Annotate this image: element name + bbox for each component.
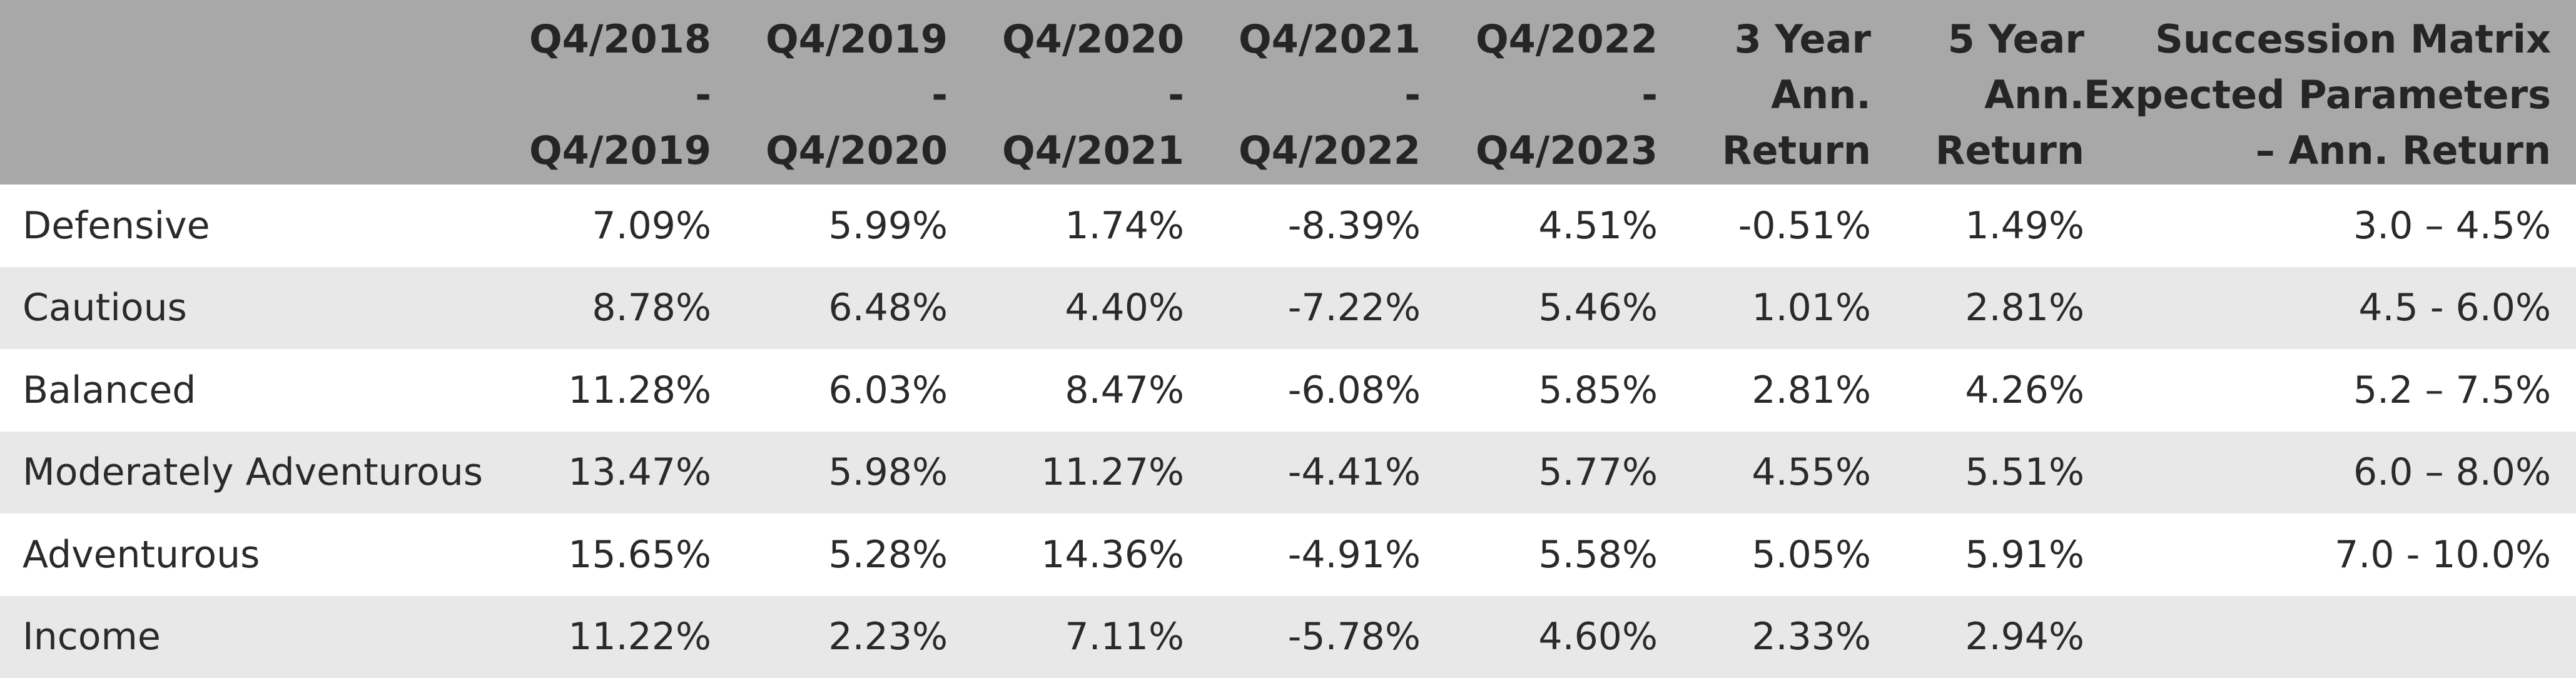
row-background: [0, 349, 2576, 432]
header-text: -: [931, 72, 948, 118]
row-label: Moderately Adventurous: [23, 450, 484, 495]
header-text: 3 Year: [1734, 16, 1871, 62]
header-text: -: [1404, 72, 1421, 118]
cell-value: 5.58%: [1538, 532, 1658, 577]
cell-value: -4.41%: [1287, 450, 1421, 495]
cell-value: 5.05%: [1752, 532, 1871, 577]
header-text: Q4/2021: [1238, 16, 1421, 62]
cell-value: 4.55%: [1752, 450, 1871, 495]
cell-value: 5.2 – 7.5%: [2353, 368, 2551, 412]
header-text: Ann.: [1771, 72, 1871, 118]
cell-value: 5.99%: [828, 203, 948, 248]
row-label: Defensive: [23, 203, 210, 248]
row-background: [0, 266, 2576, 349]
cell-value: 2.33%: [1752, 615, 1871, 659]
header-text: Q4/2019: [765, 16, 948, 62]
cell-value: 11.22%: [568, 615, 711, 659]
cell-value: 5.77%: [1538, 450, 1658, 495]
header-background: [0, 0, 2576, 185]
cell-value: 15.65%: [568, 532, 711, 577]
cell-value: 11.27%: [1041, 450, 1184, 495]
header-text: 5 Year: [1947, 16, 2084, 62]
header-text: Q4/2022: [1475, 16, 1658, 62]
header-text: -: [695, 72, 711, 118]
cell-value: -6.08%: [1287, 368, 1421, 412]
cell-value: 8.78%: [592, 286, 711, 330]
header-text: Q4/2021: [1001, 128, 1184, 173]
row-background: [0, 431, 2576, 514]
cell-value: 2.94%: [1965, 615, 2084, 659]
cell-value: 7.09%: [592, 203, 711, 248]
cell-value: 13.47%: [568, 450, 711, 495]
cell-value: 1.01%: [1752, 286, 1871, 330]
cell-value: 2.81%: [1752, 368, 1871, 412]
cell-value: 7.11%: [1065, 615, 1184, 659]
header-text: Q4/2019: [529, 128, 711, 173]
cell-value: -4.91%: [1287, 532, 1421, 577]
cell-value: 4.26%: [1965, 368, 2084, 412]
row-label: Balanced: [23, 368, 196, 412]
row-background: [0, 595, 2576, 678]
row-label: Cautious: [23, 286, 187, 330]
cell-value: -0.51%: [1738, 203, 1871, 248]
cell-value: 4.51%: [1538, 203, 1658, 248]
row-label: Income: [23, 615, 161, 659]
header-text: Q4/2022: [1238, 128, 1421, 173]
cell-value: 4.40%: [1065, 286, 1184, 330]
header-text: -: [1168, 72, 1184, 118]
header-text: Q4/2020: [1001, 16, 1184, 62]
cell-value: 2.23%: [828, 615, 948, 659]
cell-value: 3.0 – 4.5%: [2353, 203, 2551, 248]
cell-value: 7.0 - 10.0%: [2335, 532, 2551, 577]
cell-value: 11.28%: [568, 368, 711, 412]
header-text: Return: [1722, 128, 1871, 173]
cell-value: 5.28%: [828, 532, 948, 577]
cell-value: 8.47%: [1065, 368, 1184, 412]
cell-value: 6.03%: [828, 368, 948, 412]
row-background: [0, 185, 2576, 267]
cell-value: -7.22%: [1287, 286, 1421, 330]
header-text: Expected Parameters: [2083, 72, 2551, 118]
cell-value: -5.78%: [1287, 615, 1421, 659]
header-text: -: [1641, 72, 1658, 118]
row-background: [0, 514, 2576, 596]
header-text: Ann.: [1984, 72, 2084, 118]
cell-value: 6.0 – 8.0%: [2353, 450, 2551, 495]
row-label: Adventurous: [23, 532, 260, 577]
header-text: Return: [1935, 128, 2084, 173]
cell-value: -8.39%: [1287, 203, 1421, 248]
header-text: Q4/2018: [529, 16, 711, 62]
cell-value: 4.60%: [1538, 615, 1658, 659]
header-text: Q4/2023: [1475, 128, 1658, 173]
cell-value: 5.51%: [1965, 450, 2084, 495]
cell-value: 4.5 - 6.0%: [2358, 286, 2551, 330]
header-text: Q4/2020: [765, 128, 948, 173]
cell-value: 5.85%: [1538, 368, 1658, 412]
cell-value: 5.98%: [828, 450, 948, 495]
cell-value: 14.36%: [1041, 532, 1184, 577]
cell-value: 2.81%: [1965, 286, 2084, 330]
cell-value: 5.46%: [1538, 286, 1658, 330]
cell-value: 6.48%: [828, 286, 948, 330]
cell-value: 1.74%: [1065, 203, 1184, 248]
cell-value: 1.49%: [1965, 203, 2084, 248]
header-text: – Ann. Return: [2255, 128, 2551, 173]
cell-value: 5.91%: [1965, 532, 2084, 577]
header-text: Succession Matrix: [2155, 16, 2551, 62]
